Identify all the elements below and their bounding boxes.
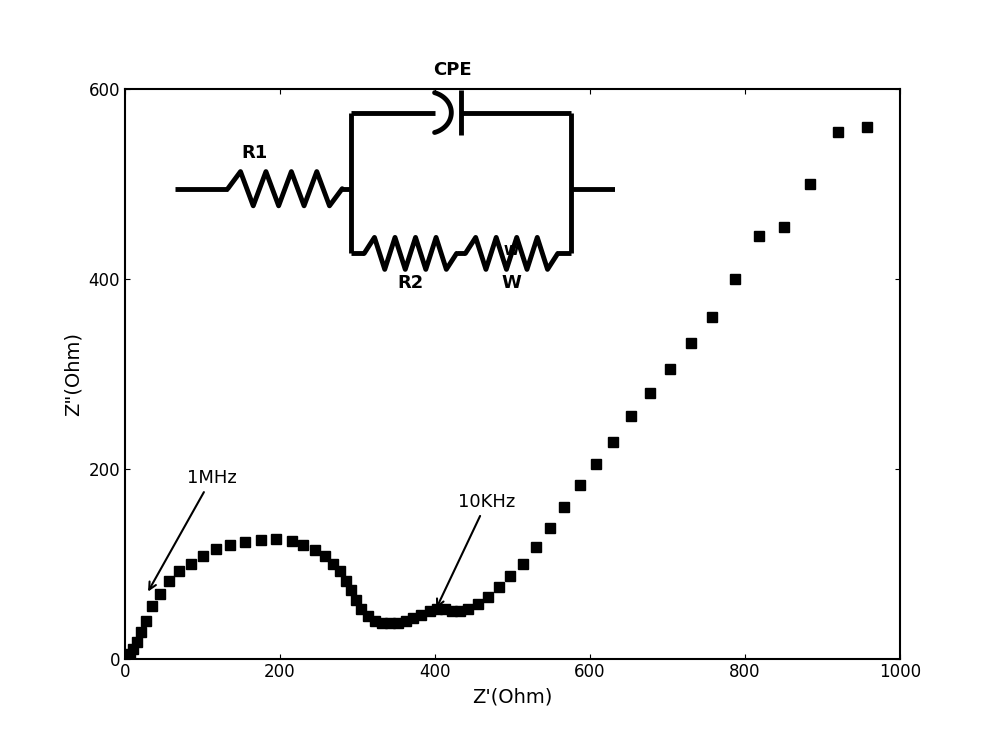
Text: R1: R1 [241, 144, 267, 162]
Text: 10KHz: 10KHz [437, 493, 516, 607]
Y-axis label: Z"(Ohm): Z"(Ohm) [64, 332, 83, 416]
Text: W: W [504, 244, 519, 258]
Text: 1MHz: 1MHz [149, 469, 237, 590]
X-axis label: Z'(Ohm): Z'(Ohm) [472, 687, 553, 706]
Text: R2: R2 [397, 274, 424, 292]
Text: CPE: CPE [433, 61, 472, 78]
Text: W: W [502, 274, 522, 292]
